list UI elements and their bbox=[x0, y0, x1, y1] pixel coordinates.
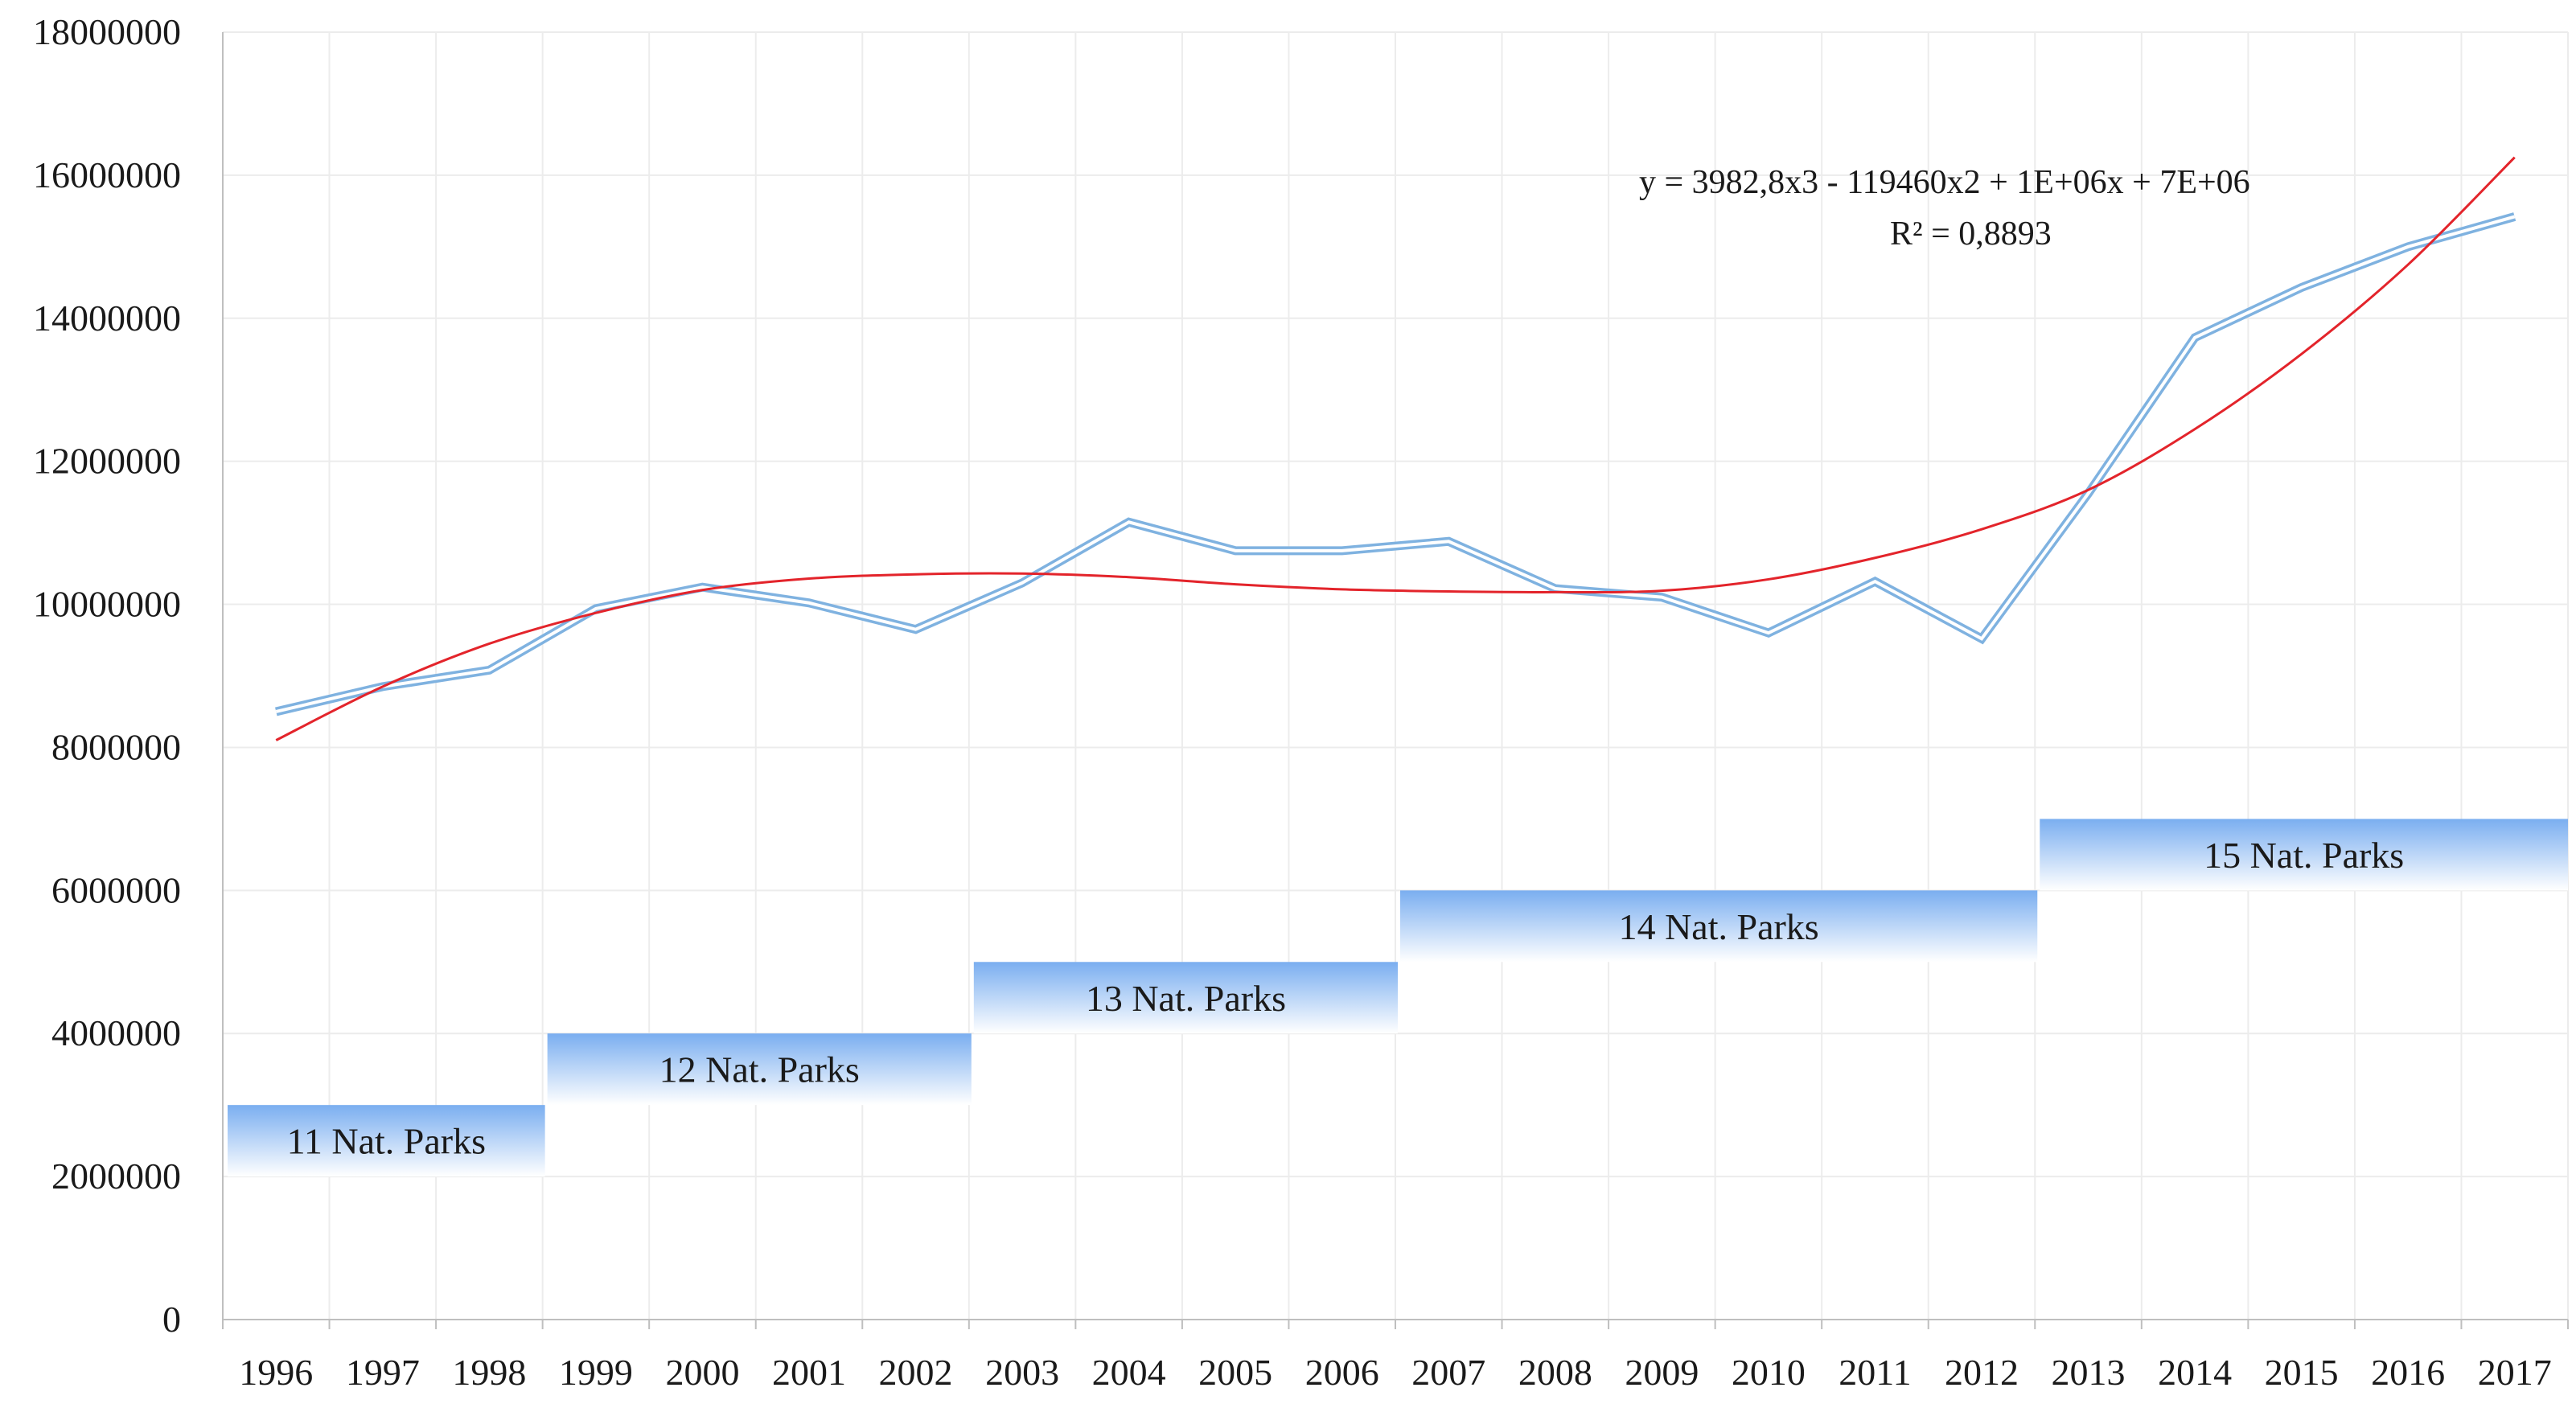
trendline-r-squared: R² = 0,8893 bbox=[1890, 216, 2052, 252]
park-band-label: 15 Nat. Parks bbox=[2204, 835, 2404, 876]
y-tick-label: 2000000 bbox=[51, 1156, 181, 1197]
x-tick-label: 2015 bbox=[2265, 1352, 2339, 1393]
y-tick-label: 8000000 bbox=[51, 726, 181, 767]
y-tick-label: 18000000 bbox=[33, 11, 181, 52]
grid bbox=[222, 31, 2569, 1320]
x-tick-label: 2013 bbox=[2052, 1352, 2126, 1393]
x-tick-label: 2007 bbox=[1411, 1352, 1485, 1393]
x-tick-label: 1998 bbox=[452, 1352, 526, 1393]
axes: 0 2000000 4000000 6000000 8000000 10000000 120… bbox=[33, 11, 2569, 1393]
y-tick-label: 4000000 bbox=[51, 1012, 181, 1053]
park-band-label: 13 Nat. Parks bbox=[1086, 978, 1286, 1019]
x-tick-label: 2005 bbox=[1198, 1352, 1272, 1393]
y-tick-label: 16000000 bbox=[33, 154, 181, 195]
y-tick-label: 10000000 bbox=[33, 584, 181, 625]
y-tick-label: 14000000 bbox=[33, 298, 181, 339]
x-tick-label: 2016 bbox=[2371, 1352, 2445, 1393]
series-trendline bbox=[275, 156, 2516, 741]
park-bands: 11 Nat. Parks 12 Nat. Parks 13 Nat. Parks 1… bbox=[228, 819, 2568, 1177]
y-tick-label: 12000000 bbox=[33, 441, 181, 482]
park-band-label: 11 Nat. Parks bbox=[287, 1121, 486, 1162]
x-tick-label: 2002 bbox=[879, 1352, 953, 1393]
x-tick-label: 1997 bbox=[346, 1352, 420, 1393]
series-visitors-line-core bbox=[275, 215, 2516, 713]
x-tick-label: 2014 bbox=[2158, 1352, 2232, 1393]
x-tick-label: 2000 bbox=[665, 1352, 739, 1393]
x-tick-label: 2010 bbox=[1732, 1352, 1806, 1393]
x-tick-label: 1996 bbox=[239, 1352, 313, 1393]
x-tick-label: 2003 bbox=[985, 1352, 1059, 1393]
x-tick-label: 1999 bbox=[559, 1352, 633, 1393]
y-tick-label: 0 bbox=[162, 1299, 181, 1340]
trendline-equation: y = 3982,8x3 - 119460x2 + 1E+06x + 7E+06 bbox=[1639, 164, 2250, 201]
annotations: y = 3982,8x3 - 119460x2 + 1E+06x + 7E+06… bbox=[1639, 164, 2250, 252]
x-tick-label: 2011 bbox=[1839, 1352, 1911, 1393]
x-tick-label: 2001 bbox=[772, 1352, 846, 1393]
park-band-label: 12 Nat. Parks bbox=[659, 1049, 860, 1090]
park-band bbox=[973, 962, 1398, 1034]
x-tick-label: 2012 bbox=[1945, 1352, 2019, 1393]
park-band bbox=[547, 1033, 972, 1106]
x-tick-label: 2009 bbox=[1625, 1352, 1699, 1393]
series bbox=[275, 156, 2516, 741]
x-tick-label: 2004 bbox=[1092, 1352, 1166, 1393]
park-band bbox=[2040, 819, 2568, 891]
x-tick-label: 2017 bbox=[2478, 1352, 2552, 1393]
y-tick-label: 6000000 bbox=[51, 869, 181, 910]
park-band bbox=[228, 1105, 545, 1177]
x-tick-label: 2008 bbox=[1518, 1352, 1592, 1393]
x-tick-label: 2006 bbox=[1305, 1352, 1379, 1393]
park-band bbox=[1400, 890, 2038, 963]
park-band-label: 14 Nat. Parks bbox=[1619, 906, 1819, 947]
